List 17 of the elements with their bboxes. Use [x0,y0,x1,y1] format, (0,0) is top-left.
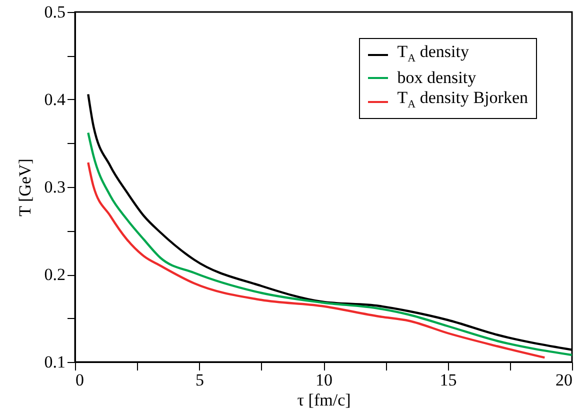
x-tick-label: 5 [196,370,204,390]
line-series [87,161,546,359]
x-tick-label: 10 [316,370,332,390]
line-series [87,132,572,356]
y-tick-label: 0.4 [44,90,66,109]
x-tick-label: 20 [556,370,572,390]
y-axis-title: T [GeV] [15,158,34,216]
y-tick-label: 0.2 [44,265,66,284]
y-tick-label: 0.3 [44,178,66,196]
x-axis-title: τ [fm/c] [297,390,351,410]
x-tick-label: 0 [76,370,84,390]
legend-label: T$_{A}$ density Bjorken [397,88,528,113]
y-tick-label: 0.5 [44,2,66,22]
y-tick-label: 0.1 [44,352,66,372]
x-tick-label: 15 [440,370,457,390]
legend-label: box density [397,68,476,88]
legend-label: T$_{A}$ density [397,42,469,66]
